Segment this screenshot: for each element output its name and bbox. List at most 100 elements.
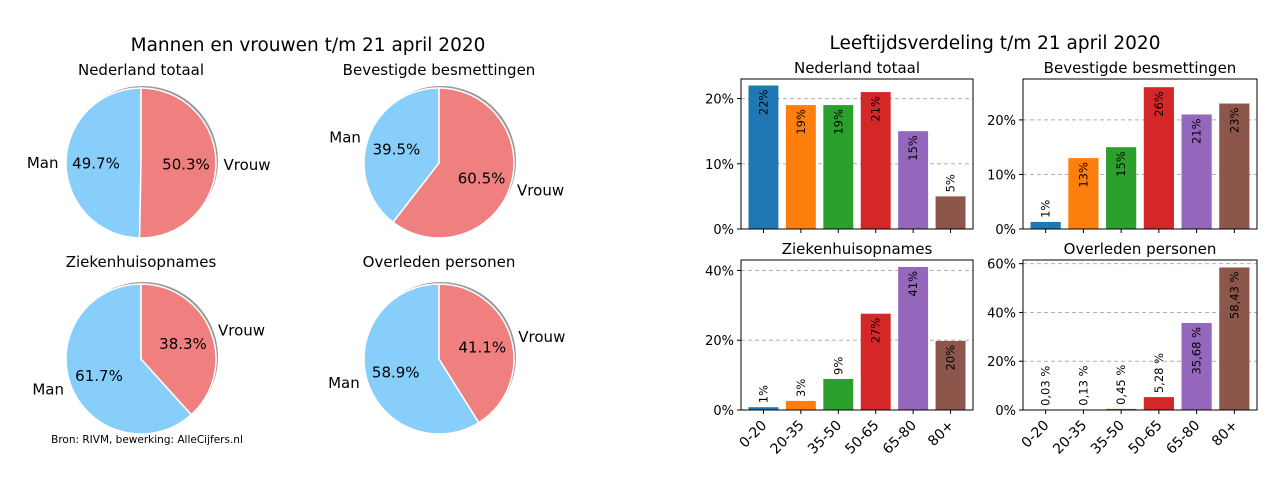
bar-20-35	[785, 400, 816, 410]
pie-percent-label: 58.9%	[372, 363, 420, 381]
x-tick-label: 35-50	[805, 418, 845, 458]
bar-20-35	[785, 105, 816, 229]
bar-value-label: 15%	[1114, 151, 1128, 177]
x-tick-label: 0-20	[1019, 418, 1053, 452]
x-tick-label: 50-65	[1126, 418, 1166, 458]
pie-percent-label: 50.3%	[162, 155, 210, 173]
pie-title: Ziekenhuisopnames	[66, 253, 217, 271]
bar-value-label: 15%	[906, 135, 920, 161]
pie-category-label: Man	[32, 381, 64, 399]
pie-category-label: Vrouw	[517, 182, 564, 200]
bar-0-20	[1030, 221, 1061, 229]
pie-slice-vrouw	[140, 283, 217, 416]
bar-value-label: 21%	[1190, 118, 1204, 144]
y-tick-label: 20%	[705, 93, 734, 108]
bar-chart-4: Overleden personen 0% 20% 40% 60% 0,03 % 0-20 0…	[987, 240, 1258, 458]
pie-category-label: Man	[328, 374, 360, 392]
bar-50-65	[1143, 397, 1174, 410]
pie-chart-4: Overleden personen 58.9% Man 41.1% Vrouw	[328, 253, 565, 435]
y-tick-label: 10%	[987, 168, 1016, 183]
bar-value-label: 9%	[831, 357, 845, 375]
bar-value-label: 5,28 %	[1152, 353, 1166, 393]
y-tick-label: 0%	[713, 404, 734, 419]
bar-value-label: 3%	[794, 379, 808, 397]
bar-value-label: 5%	[944, 174, 958, 192]
pie-slice-man	[65, 283, 193, 435]
bar-value-label: 41%	[906, 271, 920, 297]
bar-20-35	[1068, 158, 1099, 229]
y-tick-label: 20%	[705, 334, 734, 349]
y-tick-label: 20%	[987, 355, 1016, 370]
bar-value-label: 21%	[869, 96, 883, 122]
bar-value-label: 0,13 %	[1076, 365, 1090, 405]
pie-title: Bevestigde besmettingen	[343, 61, 536, 79]
pie-chart-3: Ziekenhuisopnames 61.7% Man 38.3% Vrouw	[32, 253, 265, 435]
bar-65-80	[898, 131, 929, 229]
y-tick-label: 40%	[705, 264, 734, 279]
axes-frame	[740, 78, 974, 230]
y-tick-label: 0%	[995, 223, 1016, 238]
x-tick-label: 50-65	[842, 418, 882, 458]
bar-65-80	[1181, 114, 1212, 229]
pie-category-label: Man	[27, 154, 59, 172]
y-tick-label: 0%	[995, 404, 1016, 419]
pie-figure-title: Mannen en vrouwen t/m 21 april 2020	[131, 35, 486, 56]
bar-0-20	[748, 85, 779, 230]
y-tick-label: 20%	[987, 114, 1016, 129]
bar-80+	[1219, 267, 1250, 410]
x-tick-label: 65-80	[1163, 418, 1203, 458]
pie-slice-man	[65, 87, 142, 239]
pie-slice-man	[363, 283, 480, 435]
pie-category-label: Vrouw	[518, 328, 565, 346]
pie-percent-label: 41.1%	[458, 339, 506, 357]
bar-65-80	[1181, 322, 1212, 410]
bar-value-label: 20%	[944, 345, 958, 371]
bar-80+	[1219, 103, 1250, 229]
bar-value-label: 13%	[1076, 162, 1090, 188]
bar-35-50	[823, 105, 854, 229]
y-tick-label: 0%	[713, 223, 734, 238]
bar-title: Nederland totaal	[794, 59, 920, 77]
x-tick-label: 0-20	[736, 418, 770, 452]
pie-slice-man	[363, 87, 440, 224]
bar-35-50	[1106, 147, 1137, 229]
pie-slice-vrouw	[438, 283, 515, 424]
bar-50-65	[1143, 87, 1174, 229]
bar-value-label: 1%	[1039, 200, 1053, 218]
bar-value-label: 35,68 %	[1190, 327, 1204, 375]
bar-65-80	[898, 266, 929, 410]
y-tick-label: 10%	[705, 158, 734, 173]
bar-35-50	[1106, 408, 1137, 410]
bar-0-20	[748, 407, 779, 410]
bar-value-label: 0,45 %	[1114, 365, 1128, 405]
bar-80+	[935, 196, 966, 229]
pie-title: Overleden personen	[363, 253, 516, 271]
axes-frame	[1022, 78, 1258, 230]
pie-chart-2: Bevestigde besmettingen 39.5% Man 60.5% Vrou…	[329, 61, 564, 239]
x-tick-label: 80+	[925, 418, 957, 450]
pie-slice-vrouw	[391, 87, 515, 239]
y-tick-label: 40%	[987, 306, 1016, 321]
bar-value-label: 22%	[756, 89, 770, 115]
axes-frame	[1022, 259, 1258, 411]
pie-percent-label: 39.5%	[373, 140, 421, 158]
pie-chart-1: Nederland totaal 49.7% Man 50.3% Vrouw	[27, 61, 271, 239]
bar-50-65	[860, 313, 891, 410]
pie-percent-label: 60.5%	[458, 170, 506, 188]
pie-percent-label: 61.7%	[75, 367, 123, 385]
pie-percent-label: 38.3%	[159, 335, 207, 353]
pie-category-label: Vrouw	[223, 156, 270, 174]
x-tick-label: 65-80	[880, 418, 920, 458]
bar-value-label: 19%	[794, 109, 808, 135]
bar-chart-1: Nederland totaal 0% 10% 20% 22% 19% 19% 21% 15% 5…	[705, 59, 974, 238]
bar-value-label: 27%	[869, 318, 883, 344]
pie-category-label: Vrouw	[218, 321, 265, 339]
x-tick-label: 20-35	[768, 418, 808, 458]
x-tick-label: 20-35	[1050, 418, 1090, 458]
y-tick-label: 60%	[987, 258, 1016, 273]
bar-value-label: 19%	[831, 109, 845, 135]
bar-chart-3: Ziekenhuisopnames 0% 20% 40% 1% 0-20 3% 20-35 9%…	[705, 240, 974, 458]
bar-value-label: 0,03 %	[1039, 366, 1053, 406]
